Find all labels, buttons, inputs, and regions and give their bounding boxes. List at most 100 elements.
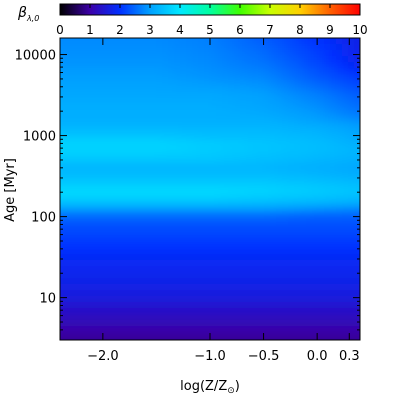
heatmap-cell [180,302,187,309]
heatmap-cell [204,212,211,219]
heatmap-cell [168,92,175,99]
heatmap-cell [246,80,253,87]
heatmap-cell [138,122,145,129]
heatmap-cell [294,146,301,153]
heatmap-cell [180,50,187,57]
heatmap-cell [324,182,331,189]
heatmap-cell [318,134,325,141]
heatmap-cell [300,230,307,237]
heatmap-cell [144,188,151,195]
heatmap-cell [312,320,319,327]
heatmap-cell [162,134,169,141]
heatmap-cell [228,44,235,51]
heatmap-cell [132,338,139,340]
heatmap-cell [204,62,211,69]
heatmap-cell [336,308,343,315]
heatmap-cell [258,128,265,135]
heatmap-cell [144,338,151,340]
heatmap-cell [276,80,283,87]
heatmap-cell [342,74,349,81]
heatmap-cell [270,332,277,339]
heatmap-cell [336,314,343,321]
heatmap-cell [300,320,307,327]
heatmap-cell [186,320,193,327]
heatmap-cell [240,290,247,297]
heatmap-cell [114,260,121,267]
heatmap-cell [294,170,301,177]
heatmap-cell [336,260,343,267]
heatmap-cell [312,338,319,340]
heatmap-cell [138,212,145,219]
heatmap-cell [186,266,193,273]
heatmap-cell [354,188,360,195]
heatmap-cell [204,134,211,141]
heatmap-cell [102,254,109,261]
heatmap-cell [84,326,91,333]
heatmap-cell [216,308,223,315]
colorbar-tick-label: 7 [266,23,274,37]
heatmap-cell [138,338,145,340]
heatmap-cell [228,86,235,93]
heatmap-cell [360,134,367,141]
heatmap-cell [204,122,211,129]
heatmap-cell [300,302,307,309]
heatmap-cell [192,272,199,279]
heatmap-cell [204,332,211,339]
heatmap-cell [132,38,139,45]
heatmap-cell [258,308,265,315]
heatmap-cell [288,134,295,141]
heatmap-cell [246,290,253,297]
heatmap-cell [360,182,367,189]
heatmap-cell [294,260,301,267]
heatmap-cell [354,248,360,255]
heatmap-cell [270,116,277,123]
heatmap-cell [336,170,343,177]
heatmap-cell [210,56,217,63]
heatmap-cell [132,98,139,105]
heatmap-cell [234,290,241,297]
heatmap-cell [96,164,103,171]
heatmap-cell [192,338,199,340]
heatmap-cell [186,122,193,129]
heatmap-cell [168,110,175,117]
heatmap-cell [144,320,151,327]
heatmap-cell [84,68,91,75]
heatmap-cell [72,98,79,105]
heatmap-cell [270,68,277,75]
heatmap-cell [360,266,367,273]
heatmap-cell [288,116,295,123]
heatmap-cell [78,326,85,333]
heatmap-cell [312,140,319,147]
heatmap-cell [78,68,85,75]
heatmap-cell [162,308,169,315]
heatmap-cell [156,278,163,285]
heatmap-cell [234,86,241,93]
heatmap-cell [312,206,319,213]
heatmap-cell [102,98,109,105]
heatmap-cell [348,254,355,261]
heatmap-cell [90,98,97,105]
heatmap-cell [360,338,367,345]
heatmap-cell [222,98,229,105]
heatmap-cell [294,218,301,225]
heatmap-cell [294,302,301,309]
heatmap-cell [318,146,325,153]
heatmap-cell [144,266,151,273]
heatmap-cell [318,38,325,45]
heatmap-cell [288,188,295,195]
heatmap-cell [228,338,235,340]
heatmap-cell [180,134,187,141]
heatmap-cell [78,176,85,183]
heatmap-cell [318,332,325,339]
heatmap-cell [126,260,133,267]
heatmap-cell [108,188,115,195]
heatmap-cell [132,296,139,303]
heatmap-cell [348,206,355,213]
heatmap-cell [240,218,247,225]
heatmap-cell [342,86,349,93]
heatmap-cell [102,50,109,57]
heatmap-cell [288,140,295,147]
heatmap-cell [78,296,85,303]
heatmap-cell [204,170,211,177]
heatmap-cell [120,248,127,255]
